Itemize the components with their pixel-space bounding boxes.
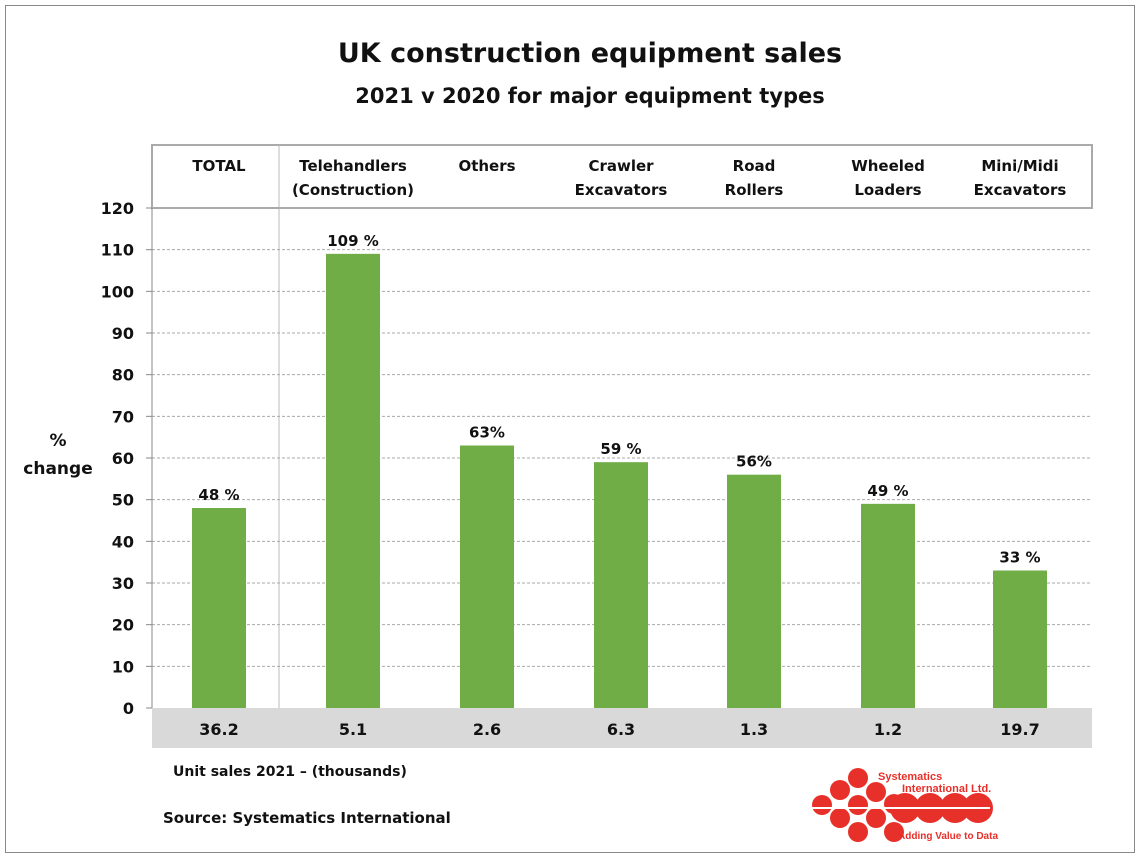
bar: [993, 570, 1047, 708]
logo-dot: [848, 795, 868, 815]
logo-dot: [848, 768, 868, 788]
y-tick-label: 40: [112, 532, 134, 551]
category-label: Road: [733, 157, 776, 175]
data-label: 59 %: [600, 440, 641, 458]
unit-sales-row: [152, 708, 1092, 748]
unit-sales-value: 6.3: [607, 720, 635, 739]
logo-dot: [866, 808, 886, 828]
unit-sales-label: Unit sales 2021 – (thousands): [173, 764, 407, 780]
bar: [460, 445, 514, 708]
y-tick-label: 20: [112, 616, 134, 635]
category-label: Wheeled: [851, 157, 925, 175]
data-label: 49 %: [867, 482, 908, 500]
category-label: Mini/Midi: [981, 157, 1058, 175]
bar: [192, 508, 246, 708]
data-label: 33 %: [999, 549, 1040, 567]
category-label: Crawler: [588, 157, 654, 175]
logo-dot: [884, 822, 904, 842]
unit-sales-value: 1.2: [874, 720, 902, 739]
category-label: TOTAL: [192, 157, 246, 175]
data-label: 48 %: [198, 486, 239, 504]
logo-name: Systematics: [878, 771, 942, 783]
bar: [326, 253, 380, 709]
chart-subtitle: 2021 v 2020 for major equipment types: [355, 84, 824, 108]
logo-dot: [830, 808, 850, 828]
logo-name: International Ltd.: [902, 783, 991, 795]
unit-sales-value: 2.6: [473, 720, 501, 739]
category-label: Excavators: [974, 181, 1067, 199]
bar: [727, 474, 781, 708]
category-label: (Construction): [292, 181, 414, 199]
category-label: Excavators: [575, 181, 668, 199]
bar: [594, 462, 648, 708]
y-tick-label: 70: [112, 407, 134, 426]
data-label: 56%: [736, 453, 772, 471]
y-tick-label: 0: [123, 699, 134, 718]
logo-dot: [830, 780, 850, 800]
unit-sales-value: 36.2: [199, 720, 238, 739]
y-axis-label: change: [23, 459, 92, 479]
category-label: Others: [458, 157, 515, 175]
logo-dot: [866, 782, 886, 802]
category-label: Telehandlers: [299, 157, 407, 175]
unit-sales-value: 1.3: [740, 720, 768, 739]
y-tick-label: 120: [101, 199, 134, 218]
y-tick-label: 80: [112, 366, 134, 385]
y-tick-label: 50: [112, 491, 134, 510]
category-label: Rollers: [725, 181, 784, 199]
y-tick-label: 10: [112, 657, 134, 676]
bar: [861, 503, 915, 708]
data-label: 109 %: [327, 232, 379, 250]
unit-sales-value: 5.1: [339, 720, 367, 739]
y-tick-label: 30: [112, 574, 134, 593]
logo-dot: [812, 795, 832, 815]
y-axis-label: %: [49, 431, 66, 451]
y-tick-label: 90: [112, 324, 134, 343]
category-label: Loaders: [854, 181, 921, 199]
y-tick-label: 60: [112, 449, 134, 468]
unit-sales-value: 19.7: [1000, 720, 1039, 739]
y-tick-label: 100: [101, 282, 134, 301]
logo-dot: [848, 822, 868, 842]
source-label: Source: Systematics International: [163, 809, 451, 827]
chart-title: UK construction equipment sales: [338, 38, 842, 69]
y-tick-label: 110: [101, 241, 134, 260]
data-label: 63%: [469, 424, 505, 442]
logo-tagline: Adding Value to Data: [898, 831, 998, 842]
